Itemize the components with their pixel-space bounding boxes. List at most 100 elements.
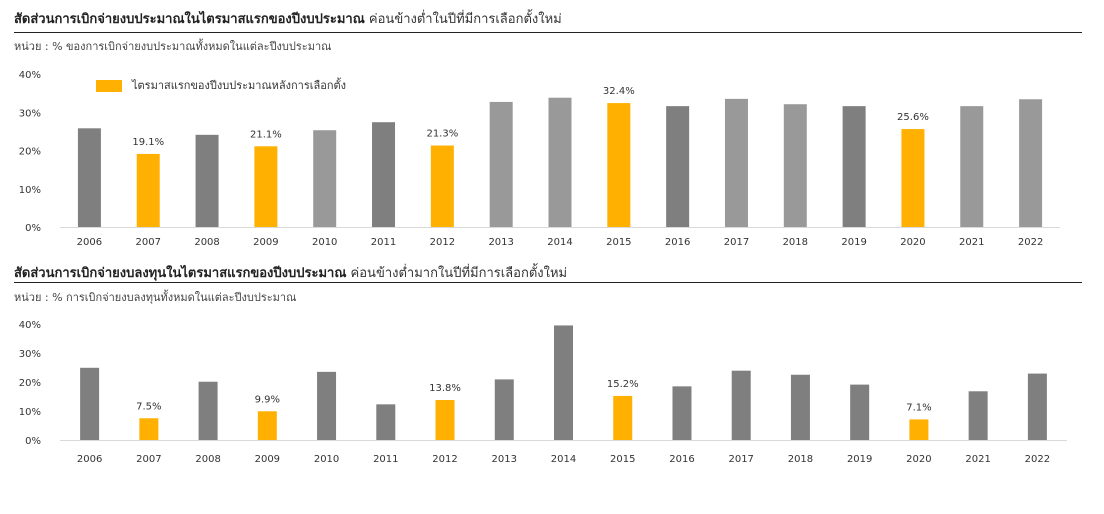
bar-2009 bbox=[254, 146, 278, 227]
chart-panel-2: สัดส่วนการเบิกจ่ายงบลงทุนในไตรมาสแรกของป… bbox=[14, 262, 1082, 484]
data-label: 15.2% bbox=[607, 379, 639, 390]
x-tick-label: 2007 bbox=[136, 237, 161, 248]
bar-2013 bbox=[494, 379, 514, 440]
x-tick-label: 2008 bbox=[194, 237, 219, 248]
x-tick-label: 2022 bbox=[1018, 237, 1043, 248]
y-tick-label: 30% bbox=[19, 108, 41, 119]
x-tick-label: 2017 bbox=[728, 454, 753, 465]
bar-2012 bbox=[435, 399, 455, 440]
chart-1-rule bbox=[14, 32, 1082, 33]
bar-2016 bbox=[666, 106, 690, 227]
bar-2014 bbox=[548, 97, 572, 227]
x-tick-label: 2015 bbox=[606, 237, 631, 248]
y-tick-label: 0% bbox=[25, 223, 41, 234]
x-tick-label: 2006 bbox=[77, 454, 102, 465]
x-tick-label: 2019 bbox=[841, 237, 866, 248]
bar-2021 bbox=[960, 106, 984, 227]
x-tick-label: 2019 bbox=[847, 454, 872, 465]
chart-2-rule bbox=[14, 282, 1082, 283]
bar-2011 bbox=[372, 122, 396, 227]
bar-2016 bbox=[672, 386, 692, 440]
chart-2-title: สัดส่วนการเบิกจ่ายงบลงทุนในไตรมาสแรกของป… bbox=[14, 262, 567, 283]
x-tick-label: 2020 bbox=[906, 454, 931, 465]
data-label: 32.4% bbox=[603, 86, 635, 97]
chart-1-title: สัดส่วนการเบิกจ่ายงบประมาณในไตรมาสแรกของ… bbox=[14, 8, 562, 29]
chart-1-legend: ไตรมาสแรกของปีงบประมาณหลังการเลือกตั้ง bbox=[96, 76, 346, 94]
bar-2014 bbox=[554, 325, 573, 440]
x-tick-label: 2018 bbox=[788, 454, 813, 465]
chart-1-unit-label: หน่วย : % ของการเบิกจ่ายงบประมาณทั้งหมดใ… bbox=[14, 40, 332, 53]
bar-2007 bbox=[139, 418, 159, 440]
bar-2008 bbox=[198, 381, 218, 440]
bar-2006 bbox=[80, 367, 100, 440]
data-label: 9.9% bbox=[255, 394, 280, 405]
bar-2017 bbox=[724, 98, 748, 227]
chart-2-subtitle: ค่อนข้างต่ำมากในปีที่มีการเลือกตั้งใหม่ bbox=[350, 266, 568, 281]
data-label: 21.1% bbox=[250, 129, 282, 140]
bar-2021 bbox=[968, 391, 988, 440]
bar-2022 bbox=[1019, 99, 1043, 227]
x-tick-label: 2009 bbox=[253, 237, 278, 248]
y-tick-label: 40% bbox=[19, 320, 41, 331]
x-tick-label: 2017 bbox=[724, 237, 749, 248]
x-tick-label: 2014 bbox=[547, 237, 572, 248]
bar-2008 bbox=[195, 134, 219, 227]
x-tick-label: 2012 bbox=[430, 237, 455, 248]
x-tick-label: 2016 bbox=[665, 237, 690, 248]
x-tick-label: 2016 bbox=[669, 454, 694, 465]
data-label: 7.1% bbox=[906, 402, 931, 413]
x-tick-label: 2022 bbox=[1025, 454, 1050, 465]
bar-2010 bbox=[313, 130, 337, 227]
bar-2009 bbox=[257, 411, 277, 440]
bar-2015 bbox=[607, 103, 631, 227]
legend-swatch bbox=[96, 80, 122, 92]
bar-2010 bbox=[317, 371, 337, 440]
bar-2007 bbox=[136, 153, 160, 227]
x-tick-label: 2006 bbox=[77, 237, 102, 248]
x-tick-label: 2018 bbox=[783, 237, 808, 248]
bar-2006 bbox=[77, 128, 101, 227]
chart-2-plot: 0% 10% 20% 30% 40% 2006 7.5% 2007 2008 9.9% 2009 20… bbox=[19, 320, 1067, 465]
x-tick-label: 2010 bbox=[314, 454, 339, 465]
bar-2017 bbox=[731, 370, 751, 440]
x-tick-label: 2009 bbox=[255, 454, 280, 465]
y-tick-label: 30% bbox=[19, 349, 41, 360]
bar-2020 bbox=[909, 419, 929, 440]
bar-2011 bbox=[376, 404, 396, 440]
chart-1-title-main: สัดส่วนการเบิกจ่ายงบประมาณในไตรมาสแรกของ… bbox=[14, 12, 365, 27]
data-label: 7.5% bbox=[136, 401, 161, 412]
x-tick-label: 2021 bbox=[965, 454, 990, 465]
legend-label: ไตรมาสแรกของปีงบประมาณหลังการเลือกตั้ง bbox=[132, 79, 347, 92]
y-tick-label: 20% bbox=[19, 378, 41, 389]
x-tick-label: 2020 bbox=[900, 237, 925, 248]
data-label: 25.6% bbox=[897, 112, 929, 123]
y-tick-label: 20% bbox=[19, 147, 41, 158]
x-tick-label: 2021 bbox=[959, 237, 984, 248]
chart-2-unit-label: หน่วย : % การเบิกจ่ายงบลงทุนทั้งหมดในแต่… bbox=[14, 291, 297, 304]
chart-1-subtitle: ค่อนข้างต่ำในปีที่มีการเลือกตั้งใหม่ bbox=[368, 12, 562, 27]
x-tick-label: 2014 bbox=[551, 454, 576, 465]
x-tick-label: 2007 bbox=[136, 454, 161, 465]
data-label: 19.1% bbox=[132, 137, 164, 148]
x-tick-label: 2015 bbox=[610, 454, 635, 465]
bar-2013 bbox=[489, 101, 513, 227]
x-tick-label: 2010 bbox=[312, 237, 337, 248]
x-tick-label: 2012 bbox=[432, 454, 457, 465]
bar-2012 bbox=[430, 145, 454, 227]
y-tick-label: 0% bbox=[25, 436, 41, 447]
data-label: 21.3% bbox=[426, 129, 458, 140]
x-tick-label: 2011 bbox=[373, 454, 398, 465]
bar-2018 bbox=[783, 104, 807, 227]
x-tick-label: 2011 bbox=[371, 237, 396, 248]
bar-2020 bbox=[901, 129, 925, 227]
bar-2019 bbox=[850, 384, 870, 440]
data-label: 13.8% bbox=[429, 383, 461, 394]
x-tick-label: 2008 bbox=[195, 454, 220, 465]
bar-2015 bbox=[613, 395, 633, 440]
x-tick-label: 2013 bbox=[492, 454, 517, 465]
chart-panel-1: สัดส่วนการเบิกจ่ายงบประมาณในไตรมาสแรกของ… bbox=[14, 8, 1082, 248]
y-tick-label: 10% bbox=[19, 185, 41, 196]
y-tick-label: 10% bbox=[19, 407, 41, 418]
bar-2018 bbox=[790, 374, 810, 440]
x-tick-label: 2013 bbox=[488, 237, 513, 248]
